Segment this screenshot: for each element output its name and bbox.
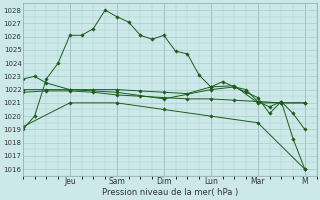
X-axis label: Pression niveau de la mer( hPa ): Pression niveau de la mer( hPa ) bbox=[101, 188, 238, 197]
